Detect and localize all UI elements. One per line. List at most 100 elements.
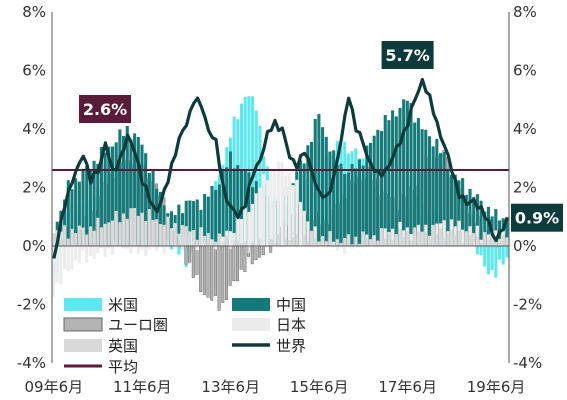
bar: [169, 246, 174, 250]
bar: [251, 96, 255, 246]
bar: [302, 210, 306, 246]
bar: [210, 186, 214, 246]
legend-label: 平均: [108, 358, 138, 376]
bar: [70, 246, 74, 269]
bar: [376, 129, 380, 246]
bar: [239, 242, 244, 246]
bar: [413, 227, 417, 246]
bar: [350, 244, 354, 246]
bar: [479, 242, 483, 246]
bar: [77, 225, 81, 246]
bar: [85, 234, 89, 246]
bar: [287, 173, 291, 246]
y-axis-left: 8% 6% 4% 2% 0% -2% -4%: [17, 3, 46, 372]
bar: [383, 239, 387, 246]
bar: [180, 225, 185, 246]
bar: [166, 216, 170, 246]
bar: [232, 240, 236, 246]
bar: [206, 245, 210, 298]
bar: [446, 170, 450, 246]
bar: [173, 223, 177, 246]
bar: [195, 199, 199, 246]
bar: [169, 228, 174, 246]
bar: [450, 229, 454, 246]
bar: [372, 135, 376, 246]
bar: [59, 246, 63, 284]
bar: [202, 245, 206, 295]
bar: [328, 231, 332, 246]
bar: [239, 245, 243, 270]
bar: [457, 180, 461, 246]
bar: [332, 241, 336, 246]
bar: [140, 246, 144, 250]
bar: [217, 184, 221, 246]
bar: [85, 246, 89, 263]
bar: [402, 237, 406, 246]
bar: [273, 243, 277, 246]
bar: [96, 217, 100, 246]
bar: [188, 200, 192, 246]
bar: [273, 170, 277, 246]
bar: [321, 127, 325, 246]
bar: [468, 188, 472, 246]
bar: [431, 224, 435, 246]
bar: [214, 189, 218, 246]
bar: [88, 168, 92, 246]
bar: [251, 241, 255, 246]
bar: [402, 99, 406, 246]
bar: [74, 178, 78, 246]
bar: [383, 228, 387, 246]
bar: [306, 221, 310, 246]
bar: [332, 150, 336, 246]
bar: [461, 178, 465, 246]
bar: [291, 237, 295, 246]
legend-swatch: [232, 298, 270, 311]
callout-box: [79, 95, 131, 123]
bar: [505, 246, 509, 258]
bar: [450, 174, 454, 246]
bar: [357, 243, 361, 246]
y-tick-label-right: -2%: [513, 296, 542, 314]
bar: [420, 129, 424, 246]
bar: [74, 246, 78, 260]
bar: [346, 172, 350, 246]
x-tick-label: 13年6月: [201, 378, 260, 396]
bar: [59, 231, 63, 246]
bar: [490, 246, 494, 271]
bar: [247, 172, 251, 246]
bar: [133, 208, 137, 246]
bar: [309, 141, 314, 246]
bar: [486, 246, 490, 275]
bar: [103, 152, 107, 246]
legend-label: 米国: [108, 296, 138, 314]
bar: [188, 231, 192, 246]
bar: [236, 245, 240, 282]
bar: [376, 240, 380, 246]
bar: [136, 215, 140, 246]
bar: [269, 168, 273, 246]
bar: [258, 126, 262, 246]
bar: [81, 227, 85, 246]
bar: [66, 238, 70, 246]
bar: [505, 217, 509, 246]
bar: [284, 239, 288, 246]
bar: [368, 239, 373, 246]
bar: [81, 246, 85, 251]
bar: [335, 246, 339, 251]
bar: [184, 245, 188, 265]
bar: [191, 245, 195, 278]
bar: [335, 239, 339, 246]
y-tick-label-left: 2%: [22, 179, 46, 197]
bar: [251, 203, 255, 246]
bar: [140, 144, 144, 246]
y-tick-label-left: -2%: [17, 296, 46, 314]
bar: [92, 160, 96, 246]
bar: [206, 196, 210, 246]
bar: [295, 234, 299, 246]
bar: [346, 234, 350, 246]
bar: [350, 246, 354, 249]
bar: [420, 231, 424, 246]
bar: [162, 224, 166, 246]
bar: [497, 246, 502, 260]
